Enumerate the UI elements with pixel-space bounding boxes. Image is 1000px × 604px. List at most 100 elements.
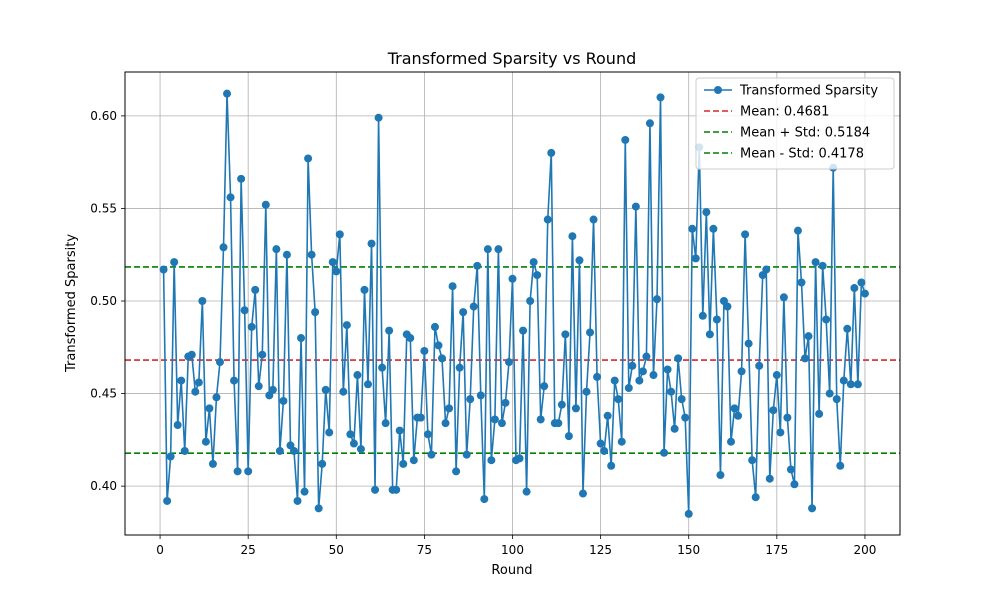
data-point xyxy=(705,330,714,339)
data-point xyxy=(233,467,242,476)
data-point xyxy=(177,376,186,385)
data-point xyxy=(561,330,570,339)
data-point xyxy=(201,437,210,446)
data-point xyxy=(452,467,461,476)
data-point xyxy=(730,404,739,413)
data-point xyxy=(205,404,214,413)
data-point xyxy=(215,358,224,367)
data-point xyxy=(755,361,764,370)
y-tick-label: 0.55 xyxy=(90,201,117,215)
y-tick-label: 0.40 xyxy=(90,479,117,493)
data-point xyxy=(159,265,168,274)
data-point xyxy=(575,256,584,265)
data-point xyxy=(709,224,718,233)
data-point xyxy=(501,398,510,407)
data-point xyxy=(445,404,454,413)
data-point xyxy=(360,285,369,294)
data-point xyxy=(275,446,284,455)
data-point xyxy=(631,202,640,211)
data-point xyxy=(769,406,778,415)
data-point xyxy=(483,245,492,254)
data-point xyxy=(223,89,232,98)
x-tick-label: 75 xyxy=(417,543,432,557)
data-point xyxy=(533,271,542,280)
data-point xyxy=(508,274,517,283)
data-point xyxy=(526,297,535,305)
data-point xyxy=(328,258,337,267)
data-point xyxy=(723,302,732,311)
data-point xyxy=(240,306,249,315)
data-point xyxy=(529,258,538,267)
data-point xyxy=(547,148,556,157)
data-point xyxy=(416,413,425,422)
data-point xyxy=(744,339,753,348)
data-point xyxy=(466,395,475,404)
data-point xyxy=(198,297,207,305)
data-point xyxy=(600,446,609,455)
y-axis-label: Transformed Sparsity xyxy=(64,234,79,373)
data-point xyxy=(332,267,341,276)
data-point xyxy=(504,358,513,367)
data-point xyxy=(540,382,549,391)
data-point xyxy=(614,395,623,404)
data-point xyxy=(349,439,358,448)
data-point xyxy=(469,302,478,311)
data-point xyxy=(170,258,179,267)
data-point xyxy=(776,428,785,437)
data-point xyxy=(247,322,256,331)
data-point xyxy=(571,404,580,413)
data-point xyxy=(272,245,281,254)
data-point xyxy=(356,445,365,454)
data-point xyxy=(578,489,587,498)
data-point xyxy=(786,465,795,474)
data-point xyxy=(237,174,246,183)
data-point xyxy=(194,378,203,387)
data-point xyxy=(712,315,721,324)
data-point xyxy=(261,200,270,209)
data-point xyxy=(790,480,799,489)
data-point xyxy=(381,419,390,428)
legend-label: Mean: 0.4681 xyxy=(740,105,829,120)
data-point xyxy=(455,363,464,372)
data-point xyxy=(860,289,869,298)
data-point xyxy=(208,459,217,468)
x-tick-label: 200 xyxy=(853,543,876,557)
y-tick-label: 0.45 xyxy=(90,387,117,401)
data-point xyxy=(258,350,267,359)
legend-label: Mean - Std: 0.4178 xyxy=(740,147,864,162)
data-point xyxy=(663,365,672,374)
data-point xyxy=(268,385,277,394)
data-point xyxy=(254,382,263,391)
data-point xyxy=(543,215,552,224)
data-point xyxy=(797,278,806,287)
x-tick-label: 175 xyxy=(765,543,788,557)
data-point xyxy=(353,371,362,380)
data-point xyxy=(843,324,852,333)
legend-box xyxy=(695,77,895,170)
legend-swatch-marker xyxy=(714,86,722,94)
data-point xyxy=(522,487,531,496)
y-tick-label: 0.50 xyxy=(90,294,117,308)
data-point xyxy=(624,384,633,393)
data-point xyxy=(378,363,387,372)
data-point xyxy=(818,261,827,270)
data-point xyxy=(487,456,496,465)
data-point xyxy=(409,456,418,465)
data-point xyxy=(628,361,637,370)
x-tick-label: 125 xyxy=(589,543,612,557)
data-point xyxy=(438,354,447,363)
data-point xyxy=(441,419,450,428)
data-point xyxy=(297,334,306,343)
data-point xyxy=(244,467,253,476)
data-point xyxy=(660,448,669,457)
data-point xyxy=(367,239,376,248)
data-point xyxy=(645,119,654,128)
x-tick-label: 50 xyxy=(329,543,344,557)
data-point xyxy=(638,367,647,376)
chart-title: Transformed Sparsity vs Round xyxy=(387,49,637,68)
data-point xyxy=(846,380,855,389)
data-point xyxy=(399,459,408,468)
data-point xyxy=(684,509,693,518)
data-point xyxy=(307,250,316,259)
